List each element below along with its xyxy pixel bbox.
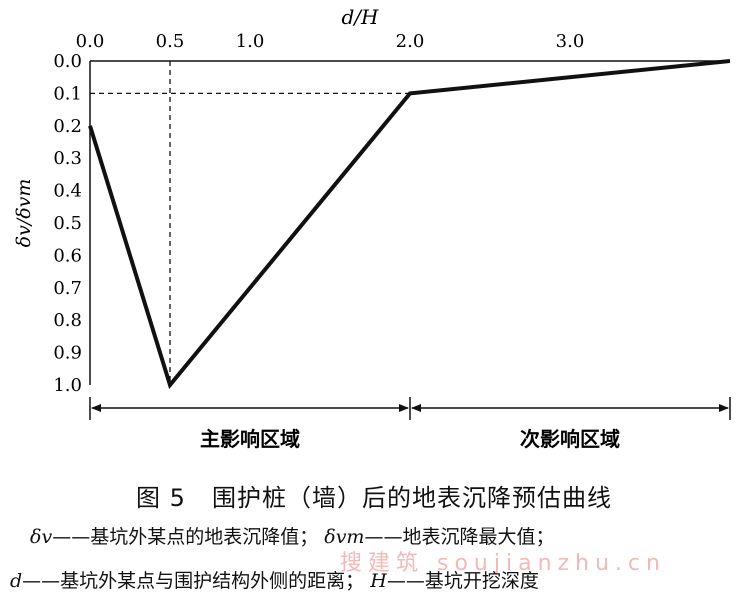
- symbol-delta-v: δv: [30, 526, 53, 548]
- y-tick-label: 0.4: [53, 181, 82, 202]
- x-tick-label: 0.0: [76, 31, 105, 52]
- chart-series: [88, 59, 731, 390]
- x-axis-title: d/H: [342, 5, 380, 29]
- y-tick-label: 0.5: [53, 213, 82, 234]
- chart-axes: d/H δv/δvm: [13, 5, 730, 385]
- chart-zones: 主影响区域 次影响区域: [89, 397, 731, 451]
- x-tick-label: 0.5: [156, 31, 185, 52]
- x-tick-label: 2.0: [396, 31, 425, 52]
- y-axis-title: δv/δvm: [13, 179, 35, 248]
- zone-arrow-right: [399, 404, 409, 412]
- legend-note-line-1: δv——基坑外某点的地表沉降值； δvm——地表沉降最大值；: [30, 522, 554, 549]
- y-tick-label: 0.1: [53, 83, 82, 104]
- symbol-d: d: [10, 570, 23, 592]
- y-tick-label: 0.9: [53, 343, 82, 364]
- y-tick-label: 1.0: [53, 375, 82, 396]
- settlement-curve: [88, 59, 731, 390]
- desc-delta-vm: ——地表沉降最大值；: [364, 526, 555, 548]
- legend-note-line-2: d——基坑外某点与围护结构外侧的距离； H——基坑开挖深度: [10, 566, 539, 593]
- y-tick-label: 0.2: [53, 116, 82, 137]
- symbol-delta-vm: δvm: [324, 526, 365, 548]
- symbol-h: H: [370, 570, 387, 592]
- zone-arrow-left: [91, 404, 101, 412]
- desc-h: ——基坑开挖深度: [386, 570, 539, 592]
- figure-title: 围护桩（墙）后的地表沉降预估曲线: [211, 484, 612, 512]
- y-tick-label: 0.6: [53, 245, 82, 266]
- zone-label: 主影响区域: [200, 427, 300, 451]
- x-tick-label: 3.0: [556, 31, 585, 52]
- chart-ticks: 0.0 0.5 1.0 2.0 3.0 0.0 0.1 0.2 0.3 0.4 0.5 0.6 0.7 0…: [53, 31, 584, 396]
- figure-number: 图 5: [136, 484, 186, 512]
- zone-arrow-left: [411, 404, 421, 412]
- x-tick-label: 1.0: [236, 31, 265, 52]
- y-tick-label: 0.0: [53, 51, 82, 72]
- desc-delta-v: ——基坑外某点的地表沉降值；: [52, 526, 319, 548]
- settlement-chart: d/H δv/δvm 0.0 0.5 1.0 2.0 3.0 0.0 0.1 0.2 0.3 0.4…: [13, 5, 731, 451]
- y-tick-label: 0.8: [53, 310, 82, 331]
- chart-guides: [90, 61, 410, 385]
- desc-d: ——基坑外某点与围护结构外侧的距离；: [22, 570, 365, 592]
- zone-label: 次影响区域: [520, 427, 620, 451]
- watermark: 搜建筑 soujianzhu.cn: [340, 551, 666, 576]
- y-tick-label: 0.3: [53, 148, 82, 169]
- y-tick-label: 0.7: [53, 278, 82, 299]
- zone-arrow-right: [719, 404, 729, 412]
- figure-caption: 图 5 围护桩（墙）后的地表沉降预估曲线: [0, 478, 748, 513]
